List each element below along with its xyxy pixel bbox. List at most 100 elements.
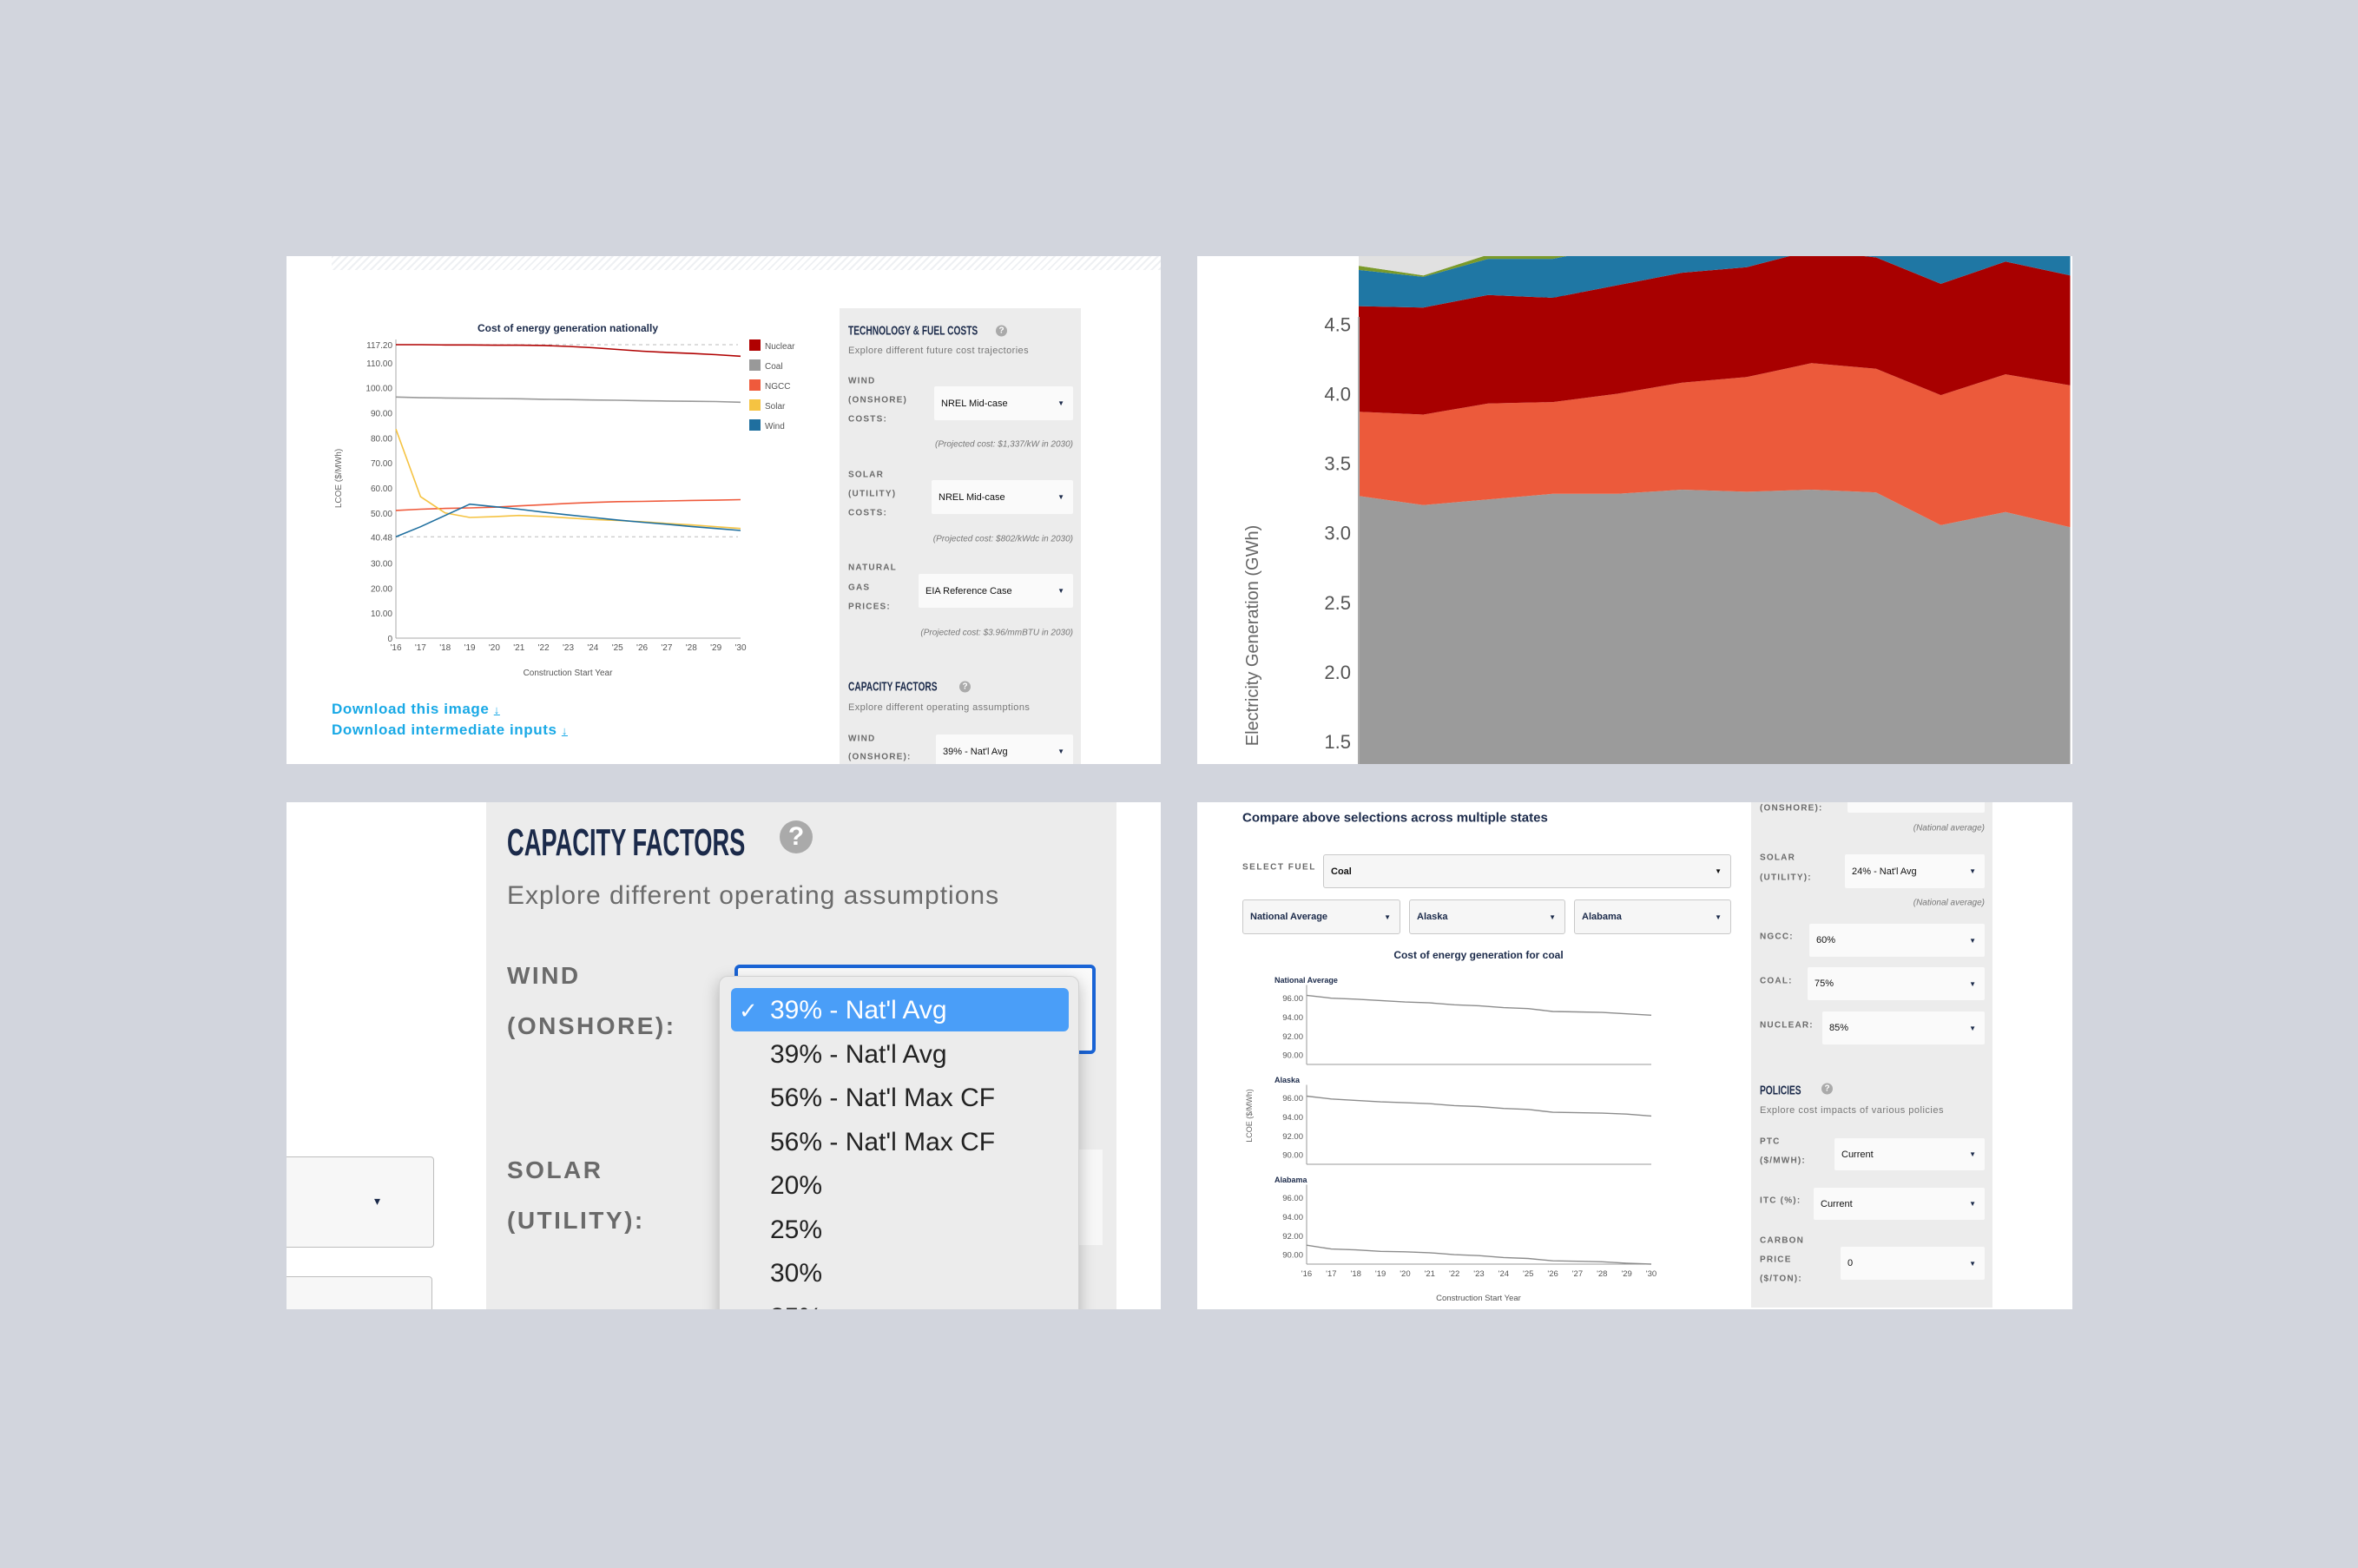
solar-cf-label: (UTILITY): — [1760, 873, 1812, 883]
y-tick-label: 40.48 — [371, 533, 392, 543]
dropdown-option[interactable]: 56% - Nat'l Max CF — [720, 1077, 1078, 1120]
dropdown-option[interactable]: 20% — [720, 1164, 1078, 1208]
nuclear-select[interactable]: 85% ▼ — [1822, 1011, 1985, 1044]
help-icon[interactable]: ? — [959, 681, 971, 693]
select-fuel-label: SELECT FUEL — [1242, 862, 1316, 873]
select-box[interactable] — [287, 1276, 432, 1309]
download-inputs-link[interactable]: Download intermediate inputs ↓ — [332, 721, 568, 739]
wind-cf-value: 39% - Nat'l Avg — [943, 746, 1008, 757]
chevron-down-icon: ▼ — [1969, 979, 1976, 988]
y-tick-label: 92.00 — [1282, 1232, 1303, 1242]
help-icon[interactable]: ? — [780, 820, 813, 853]
x-tick-label: '27 — [661, 643, 672, 653]
ngcc-select[interactable]: 60% ▼ — [1809, 924, 1985, 957]
y-tick-label: 90.00 — [371, 409, 392, 418]
gas-prices-label: PRICES: — [848, 602, 891, 612]
x-tick-label: '20 — [489, 643, 500, 653]
ptc-label: PTC — [1760, 1136, 1781, 1147]
ngcc-label: NGCC: — [1760, 932, 1794, 942]
solar-costs-label: SOLAR — [848, 470, 884, 480]
wind-costs-label: COSTS: — [848, 414, 887, 425]
series-line-wind — [395, 503, 741, 538]
generation-mix-panel: Past energy generation mix nationally1.5… — [1197, 256, 2072, 764]
legend-swatch — [749, 399, 761, 411]
controls-sidebar: (ONSHORE): (National average) SOLAR (UTI… — [1751, 802, 1992, 1308]
x-tick-label: '19 — [1375, 1269, 1386, 1279]
x-tick-label: '18 — [1351, 1269, 1361, 1279]
solar-costs-select[interactable]: NREL Mid-case ▼ — [932, 480, 1073, 514]
select-box[interactable]: ▾ — [287, 1156, 434, 1248]
wind-cf-select[interactable]: 39% - Nat'l Avg ▼ — [936, 735, 1073, 764]
series-line-nuclear — [396, 344, 741, 358]
y-tick-label: 70.00 — [371, 459, 392, 469]
chevron-down-icon: ▼ — [1715, 867, 1722, 875]
capacity-factors-title: CAPACITY FACTORS — [507, 821, 746, 864]
x-tick-label: '23 — [563, 643, 574, 653]
state-select-2[interactable]: Alaska ▼ — [1409, 899, 1565, 934]
x-tick-label: '28 — [1597, 1269, 1607, 1279]
state-select-3[interactable]: Alabama ▼ — [1574, 899, 1731, 934]
legend-label: NGCC — [765, 382, 790, 392]
solar-cf-select[interactable]: 24% - Nat'l Avg ▼ — [1845, 854, 1985, 888]
solar-cf-label: SOLAR — [507, 1156, 603, 1183]
x-axis-label: Construction Start Year — [1436, 1294, 1521, 1303]
legend-label: Coal — [765, 362, 783, 372]
coal-select[interactable]: 75% ▼ — [1808, 967, 1985, 1000]
download-image-label: Download this image — [332, 701, 490, 717]
nuclear-label: NUCLEAR: — [1760, 1020, 1814, 1031]
x-tick-label: '16 — [390, 643, 401, 653]
checkmark-icon: ✓ — [739, 997, 758, 1024]
wind-cf-label: (ONSHORE): — [848, 752, 912, 762]
dropdown-option[interactable]: 25% — [720, 1209, 1078, 1252]
capacity-factors-title: CAPACITY FACTORS — [848, 679, 938, 695]
x-tick-label: '21 — [513, 643, 524, 653]
help-icon[interactable]: ? — [1821, 1083, 1833, 1095]
itc-value: Current — [1821, 1198, 1853, 1209]
ptc-label: ($/MWH): — [1760, 1156, 1806, 1166]
x-tick-label: '25 — [1523, 1269, 1533, 1279]
wind-costs-select[interactable]: NREL Mid-case ▼ — [934, 386, 1073, 420]
wind-cf-select[interactable] — [1848, 802, 1985, 813]
chevron-down-icon: ▼ — [1969, 1259, 1976, 1268]
carbon-price-select[interactable]: 0 ▼ — [1841, 1247, 1985, 1280]
chevron-down-icon: ▾ — [374, 1194, 381, 1208]
help-icon[interactable]: ? — [996, 325, 1007, 337]
tech-costs-title: TECHNOLOGY & FUEL COSTS — [848, 323, 978, 339]
wind-cf-label: WIND — [507, 962, 581, 989]
state-select-1[interactable]: National Average ▼ — [1242, 899, 1400, 934]
x-tick-label: '29 — [710, 643, 721, 653]
chart-title: Cost of energy generation for coal — [1393, 949, 1563, 961]
legend-swatch — [749, 419, 761, 431]
x-tick-label: '22 — [538, 643, 550, 653]
dropdown-option[interactable]: 56% - Nat'l Max CF — [720, 1121, 1078, 1164]
ptc-select[interactable]: Current ▼ — [1834, 1138, 1985, 1170]
x-tick-label: '17 — [1326, 1269, 1336, 1279]
fuel-select[interactable]: Coal ▼ — [1323, 854, 1731, 888]
small-multiple-title: National Average — [1275, 976, 1338, 985]
solar-costs-value: NREL Mid-case — [939, 491, 1005, 503]
dropdown-option[interactable]: 35% — [720, 1296, 1078, 1310]
coal-label: COAL: — [1760, 976, 1793, 986]
y-tick-label: 90.00 — [1282, 1051, 1303, 1061]
itc-select[interactable]: Current ▼ — [1814, 1188, 1985, 1220]
download-image-link[interactable]: Download this image ↓ — [332, 701, 500, 718]
area-layer — [1359, 256, 2071, 308]
dropdown-option-label: 35% — [770, 1303, 822, 1310]
carbon-price-label: PRICE — [1760, 1255, 1792, 1265]
area-layer — [1359, 256, 2071, 415]
wind-cf-label: (ONSHORE): — [507, 1012, 676, 1039]
gas-prices-select[interactable]: EIA Reference Case ▼ — [919, 574, 1073, 608]
solar-cf-label: SOLAR — [1760, 853, 1795, 863]
area-layer — [1359, 256, 1484, 276]
gas-projected-cost: (Projected cost: $3.96/mmBTU in 2030) — [920, 628, 1073, 638]
carbon-price-label: CARBON — [1760, 1235, 1805, 1246]
x-tick-label: '17 — [415, 643, 426, 653]
capacity-factors-subtitle: Explore different operating assumptions — [848, 702, 1031, 713]
dropdown-option[interactable]: ✓ 39% - Nat'l Avg — [720, 989, 1078, 1032]
dropdown-option[interactable]: 39% - Nat'l Avg — [720, 1033, 1078, 1077]
dropdown-option[interactable]: 30% — [720, 1252, 1078, 1295]
y-tick-label: 1.5 — [1324, 731, 1351, 753]
solar-cf-note: (National average) — [1913, 898, 1985, 908]
dropdown-option-label: 56% - Nat'l Max CF — [770, 1127, 996, 1156]
legend-label: Wind — [765, 422, 785, 432]
